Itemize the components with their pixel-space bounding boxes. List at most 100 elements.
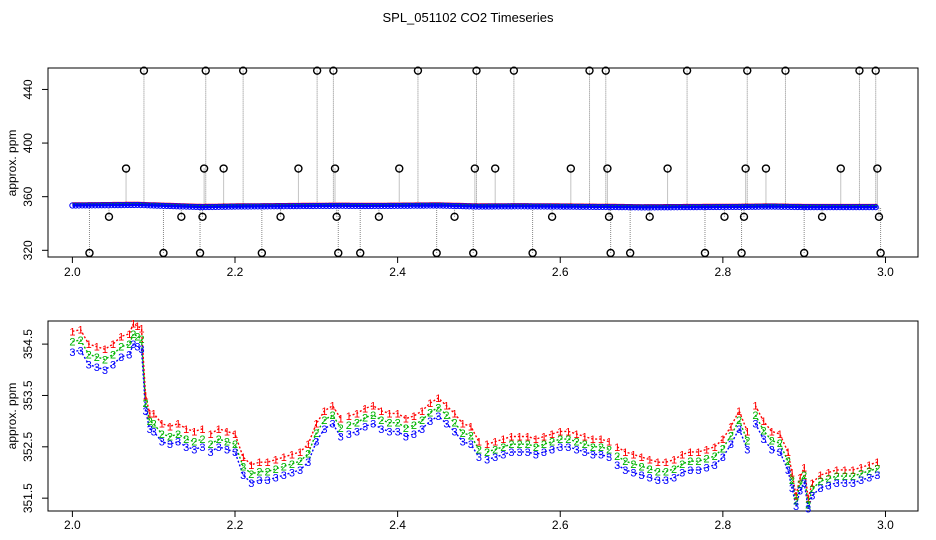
spike-point bbox=[682, 66, 692, 75]
baseline-point bbox=[609, 203, 616, 211]
series-3-point: 3 bbox=[443, 419, 449, 431]
spike-point bbox=[312, 66, 322, 75]
series-2-point: 2 bbox=[134, 331, 140, 343]
series-1-point: 1 bbox=[216, 424, 222, 436]
series-1-line bbox=[72, 322, 878, 499]
series-2-point: 2 bbox=[102, 355, 108, 367]
y-tick-label: 360 bbox=[21, 186, 35, 206]
baseline-point bbox=[92, 202, 99, 209]
series-2-point: 2 bbox=[460, 428, 466, 440]
baseline-point bbox=[114, 202, 122, 209]
baseline-point bbox=[472, 203, 479, 210]
baseline-point bbox=[843, 204, 850, 211]
y-tick-label: 353.5 bbox=[21, 380, 35, 410]
baseline-point bbox=[778, 203, 785, 210]
series-2-point: 2 bbox=[805, 499, 811, 511]
baseline-point bbox=[222, 203, 229, 210]
baseline-point bbox=[560, 203, 567, 210]
series-2-point: 2 bbox=[208, 439, 214, 451]
figure-title: SPL_051102 CO2 Timeseries bbox=[382, 10, 554, 25]
baseline-point bbox=[641, 204, 648, 211]
baseline-point bbox=[833, 204, 840, 211]
series-2-point: 2 bbox=[411, 420, 417, 432]
series-3-point: 3 bbox=[289, 467, 295, 479]
baseline-point bbox=[176, 203, 183, 210]
series-3-point: 3 bbox=[248, 478, 254, 490]
series-3-point: 3 bbox=[825, 480, 831, 492]
series-1-point: 1 bbox=[69, 326, 75, 338]
baseline-point bbox=[849, 204, 857, 211]
baseline-point bbox=[140, 202, 148, 209]
baseline-point bbox=[368, 202, 375, 210]
spike-point bbox=[201, 66, 210, 75]
baseline-point bbox=[719, 203, 726, 211]
baseline-point bbox=[664, 204, 671, 211]
baseline-point bbox=[736, 203, 743, 211]
series-1-point: 1 bbox=[655, 457, 661, 469]
series-2-point: 2 bbox=[330, 410, 336, 422]
x-tick-label: 2.0 bbox=[64, 518, 81, 532]
series-1-point: 1 bbox=[671, 455, 677, 467]
baseline-point bbox=[446, 202, 453, 209]
baseline-point bbox=[586, 203, 593, 210]
baseline-point bbox=[82, 202, 89, 209]
series-2-point: 2 bbox=[443, 410, 449, 422]
baseline-point bbox=[163, 202, 170, 210]
baseline-point bbox=[225, 203, 232, 210]
series-3-point: 3 bbox=[517, 447, 523, 459]
series-2-point: 2 bbox=[69, 337, 75, 349]
spike-point bbox=[874, 212, 884, 221]
series-1-point: 1 bbox=[638, 452, 644, 464]
series-3-point: 3 bbox=[533, 450, 539, 462]
series-1-point: 1 bbox=[582, 432, 588, 444]
baseline-point bbox=[189, 203, 196, 210]
baseline-point bbox=[306, 202, 313, 210]
series-1-point: 1 bbox=[565, 426, 571, 438]
series-1-point: 1 bbox=[134, 321, 140, 333]
series-2-point: 2 bbox=[451, 418, 457, 430]
baseline-point bbox=[303, 202, 310, 210]
baseline-point bbox=[596, 203, 603, 211]
series-2-point: 2 bbox=[118, 342, 124, 354]
series-2-line bbox=[72, 332, 878, 505]
series-3-line bbox=[72, 343, 878, 509]
series-2-point: 2 bbox=[264, 466, 270, 478]
baseline-point bbox=[745, 203, 752, 210]
baseline-point bbox=[755, 203, 762, 210]
series-1-point: 1 bbox=[541, 432, 547, 444]
baseline-point bbox=[85, 202, 92, 209]
series-2-point: 2 bbox=[850, 471, 856, 483]
series-1-point: 1 bbox=[557, 426, 563, 438]
series-3-point: 3 bbox=[305, 457, 311, 469]
series-1-point: 1 bbox=[94, 342, 100, 354]
series-2-point: 2 bbox=[793, 496, 799, 508]
y-tick-label: 352.5 bbox=[21, 431, 35, 461]
series-1-point: 1 bbox=[687, 447, 693, 459]
series-3-point: 3 bbox=[134, 342, 140, 354]
baseline-point bbox=[781, 203, 788, 210]
baseline-point bbox=[635, 204, 642, 211]
series-1-point: 1 bbox=[248, 460, 254, 472]
series-2-point: 2 bbox=[622, 456, 628, 468]
baseline-point bbox=[381, 202, 388, 210]
spike-point bbox=[799, 248, 809, 258]
baseline-point bbox=[550, 203, 557, 210]
baseline-point bbox=[248, 203, 255, 210]
baseline-point bbox=[436, 202, 444, 209]
series-2-point: 2 bbox=[94, 352, 100, 364]
baseline-point bbox=[872, 204, 879, 211]
baseline-point bbox=[583, 203, 590, 210]
baseline-point bbox=[199, 204, 206, 211]
x-tick-label: 2.8 bbox=[715, 518, 732, 532]
series-1-point: 1 bbox=[338, 414, 344, 426]
baseline-point bbox=[644, 204, 652, 211]
x-tick-label: 2.8 bbox=[715, 265, 732, 279]
series-3-point: 3 bbox=[858, 475, 864, 487]
spike-point bbox=[720, 212, 729, 221]
baseline-point bbox=[573, 203, 580, 210]
series-1-point: 1 bbox=[346, 411, 352, 423]
series-2-point: 2 bbox=[175, 429, 181, 441]
baseline-point bbox=[788, 203, 795, 211]
series-1-point: 1 bbox=[451, 408, 457, 420]
